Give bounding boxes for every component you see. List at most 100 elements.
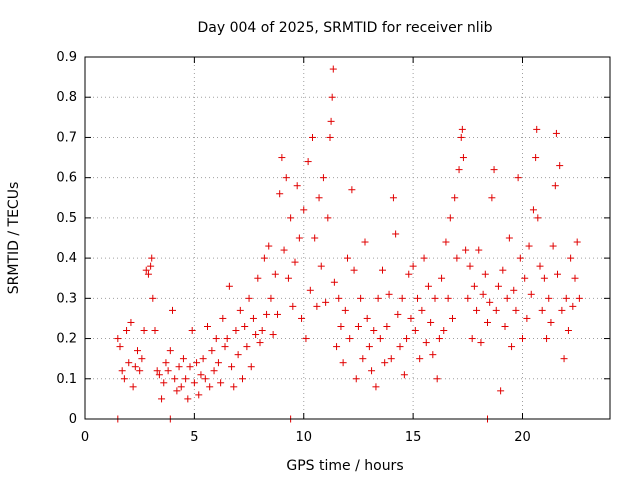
data-point (510, 286, 518, 294)
data-point (424, 282, 432, 290)
y-tick-label: 0.3 (56, 291, 77, 306)
data-point (127, 318, 135, 326)
data-points (114, 65, 583, 423)
data-point (195, 391, 203, 399)
axis-ticks: 0 0.1 0.2 0.3 0.4 0.5 0.6 0.7 0.8 0.9 0 5 10 15 20 (56, 50, 610, 445)
data-point (346, 335, 354, 343)
data-point (427, 318, 435, 326)
data-point (525, 242, 533, 250)
data-point (142, 266, 150, 274)
data-point (433, 375, 441, 383)
data-point (247, 363, 255, 371)
data-point (501, 322, 509, 330)
data-point (254, 274, 262, 282)
data-point (249, 314, 257, 322)
data-point (486, 298, 494, 306)
data-point (549, 242, 557, 250)
data-point (363, 314, 371, 322)
data-point (376, 335, 384, 343)
data-point (232, 327, 240, 335)
data-point (418, 306, 426, 314)
data-point (481, 270, 489, 278)
data-point (302, 335, 310, 343)
y-tick-label: 0 (69, 412, 77, 427)
data-point (407, 314, 415, 322)
data-point (422, 339, 430, 347)
data-point (527, 290, 535, 298)
data-point (457, 133, 465, 141)
data-point (374, 294, 382, 302)
data-point (116, 343, 124, 351)
data-point (339, 359, 347, 367)
data-point (317, 262, 325, 270)
data-point (551, 182, 559, 190)
data-point (169, 306, 176, 314)
y-tick-label: 0.6 (56, 171, 77, 186)
data-point (324, 214, 332, 222)
data-point (348, 186, 356, 194)
data-point (206, 383, 214, 391)
data-point (208, 347, 216, 355)
data-point (529, 206, 537, 214)
x-tick-label: 20 (514, 430, 531, 445)
data-point (260, 254, 268, 262)
data-point (468, 335, 476, 343)
data-point (466, 262, 474, 270)
data-point (278, 154, 286, 162)
data-point (435, 335, 443, 343)
data-point (359, 355, 367, 363)
data-point (300, 206, 308, 214)
data-point (455, 166, 463, 174)
data-point (538, 306, 546, 314)
data-point (477, 339, 485, 347)
data-point (532, 154, 540, 162)
data-point (258, 327, 266, 335)
data-point (552, 129, 560, 137)
data-point (470, 282, 478, 290)
data-point (409, 262, 417, 270)
data-point (193, 359, 201, 367)
data-point (186, 363, 194, 371)
data-point (411, 327, 419, 335)
data-point (184, 395, 192, 403)
data-point (475, 246, 483, 254)
data-point (446, 214, 454, 222)
data-point (136, 367, 144, 375)
data-point (199, 355, 207, 363)
data-point (403, 335, 411, 343)
y-tick-label: 0.8 (56, 90, 77, 105)
data-point (219, 314, 227, 322)
data-point (153, 367, 161, 375)
data-point (271, 270, 279, 278)
data-point (214, 359, 222, 367)
data-point (449, 314, 456, 322)
data-point (309, 133, 316, 141)
data-point (245, 294, 253, 302)
data-point (414, 294, 421, 302)
data-point (361, 238, 369, 246)
data-point (459, 154, 467, 162)
data-point (239, 375, 246, 383)
data-point (327, 117, 335, 125)
data-point (451, 194, 459, 202)
data-point (304, 158, 312, 166)
y-tick-label: 0.9 (56, 50, 77, 65)
data-point (162, 359, 170, 367)
data-point (350, 266, 358, 274)
x-axis-title: GPS time / hours (286, 458, 403, 474)
data-point (164, 367, 172, 375)
data-point (326, 133, 334, 141)
data-point (337, 322, 345, 330)
data-point (573, 238, 581, 246)
data-point (431, 294, 439, 302)
data-point (387, 355, 395, 363)
data-point (534, 214, 542, 222)
data-point (575, 294, 583, 302)
y-tick-label: 0.2 (56, 332, 77, 347)
data-point (365, 343, 373, 351)
data-point (289, 302, 297, 310)
data-point (295, 234, 303, 242)
data-point (243, 343, 251, 351)
chart-title: Day 004 of 2025, SRMTID for receiver nli… (198, 20, 493, 36)
data-point (274, 310, 281, 318)
